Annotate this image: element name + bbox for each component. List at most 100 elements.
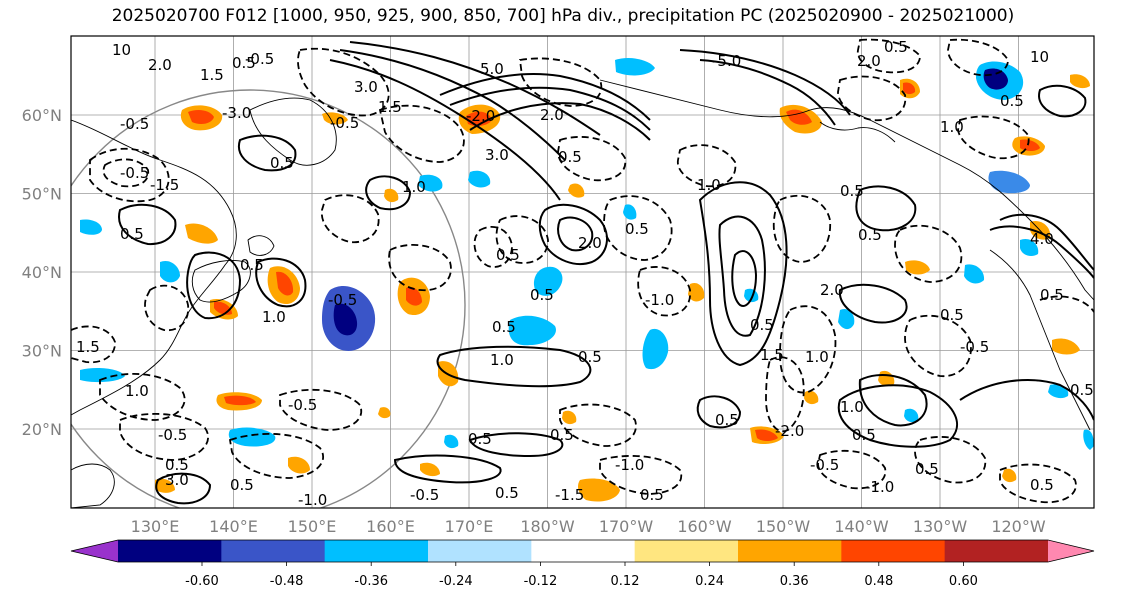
contour-label: 0.5 (530, 286, 554, 304)
colorbar-tick-label: -0.12 (524, 574, 558, 589)
contour-label: 0.5 (230, 476, 254, 494)
contour-label: 0.5 (270, 154, 294, 172)
colorbar-segment (841, 540, 946, 562)
contour-label: 0.5 (1000, 92, 1024, 110)
latitude-tick-label: 30°N (22, 342, 62, 361)
contour-label: 1.5 (200, 66, 224, 84)
contour-label: 0.5 (492, 318, 516, 336)
contour-label: -1.5 (150, 176, 179, 194)
contour-label: -2.0 (775, 422, 804, 440)
longitude-labels: 130°E 140°E 150°E 160°E 170°E 180°W 170°W 160°W… (131, 517, 1046, 536)
colorbar-tick-label: -0.60 (185, 574, 219, 589)
contour-label: 0.5 (840, 182, 864, 200)
contour-label: 1.0 (262, 308, 286, 326)
contour-label: -0.5 (810, 456, 839, 474)
latitude-labels: 60°N 50°N 40°N 30°N 20°N (22, 106, 62, 439)
contour-label: 0.5 (495, 484, 519, 502)
contour-label: 3.0 (165, 471, 189, 489)
colorbar-segment (738, 540, 842, 562)
colorbar-tick-label: -0.24 (439, 574, 473, 589)
longitude-tick-label: 160°W (677, 517, 732, 536)
colorbar-tick-label: -0.48 (270, 574, 304, 589)
contour-label: 3.0 (354, 78, 378, 96)
map-area: 10 -0.5 0.5 -1.5 -0.5 1.5 1.0 -0.5 0.5 3… (71, 36, 1094, 509)
contour-label: 0.5 (884, 38, 908, 56)
colorbar-tick-label: 0.36 (780, 574, 809, 589)
contour-label: 2.0 (820, 281, 844, 299)
contour-label: 1.0 (490, 351, 514, 369)
contour-label: -0.5 (410, 486, 439, 504)
latitude-tick-label: 20°N (22, 420, 62, 439)
contour-label: 1.0 (940, 118, 964, 136)
longitude-tick-label: 180°W (520, 517, 575, 536)
contour-label: 0.5 (120, 225, 144, 243)
divergence-contours (71, 38, 1094, 505)
longitude-tick-label: 160°E (366, 517, 415, 536)
contour-label: 0.5 (852, 426, 876, 444)
contour-label: 0.5 (715, 411, 739, 429)
contour-label: 0.5 (468, 430, 492, 448)
contour-label: 3.0 (485, 146, 509, 164)
contour-label: 2.0 (578, 234, 602, 252)
colorbar-tick-label: 0.48 (864, 574, 893, 589)
colorbar-tick-label: 0.60 (949, 574, 978, 589)
contour-label: 10 (1030, 48, 1049, 66)
contour-label: 2.0 (540, 106, 564, 124)
colorbar-segment (428, 540, 532, 562)
contour-label: 0.5 (496, 246, 520, 264)
contour-label: -0.5 (245, 50, 274, 68)
contour-label: 0.5 (858, 226, 882, 244)
contour-label: 10 (112, 41, 131, 59)
contour-label: 0.5 (1070, 381, 1094, 399)
colorbar-segment (531, 540, 636, 562)
contour-label: -0.5 (328, 291, 357, 309)
colorbar-tick-label: -0.36 (354, 574, 388, 589)
precipitation-shading (80, 57, 1094, 502)
longitude-tick-label: 170°E (445, 517, 494, 536)
contour-label: 0.5 (578, 348, 602, 366)
contour-label: 0.5 (1030, 476, 1054, 494)
longitude-tick-label: 130°W (913, 517, 968, 536)
contour-label: 0.5 (640, 486, 664, 504)
contour-label: 1.0 (840, 398, 864, 416)
colorbar-segment (118, 540, 222, 562)
colorbar-tick-label: 0.24 (695, 574, 724, 589)
contour-label: 0.5 (550, 426, 574, 444)
contour-label: 0.5 (240, 256, 264, 274)
contour-label: 1.0 (805, 348, 829, 366)
contour-label: -0.5 (330, 114, 359, 132)
contour-label: -0.5 (158, 426, 187, 444)
longitude-tick-label: 170°W (599, 517, 654, 536)
contour-label: -0.5 (288, 396, 317, 414)
contour-label: 0.5 (915, 460, 939, 478)
contour-label: -5.0 (712, 52, 741, 70)
colorbar-extend-low (71, 540, 118, 562)
contour-label: 0.5 (940, 306, 964, 324)
contour-label: -0.5 (960, 338, 989, 356)
colorbar-tick-label: 0.12 (611, 574, 640, 589)
longitude-tick-label: 140°E (209, 517, 258, 536)
map-title: 2025020700 F012 [1000, 950, 925, 900, 85… (111, 6, 1015, 26)
contour-label: 0.5 (165, 456, 189, 474)
longitude-tick-label: 130°E (131, 517, 180, 536)
longitude-tick-label: 120°W (991, 517, 1046, 536)
contour-label: -1.5 (555, 486, 584, 504)
contour-label: 5.0 (480, 60, 504, 78)
contour-label: -0.5 (120, 115, 149, 133)
contour-label: -2.0 (466, 107, 495, 125)
colorbar: -0.60 -0.48 -0.36 -0.24 -0.12 0.12 0.24 0.36 0.4… (70, 539, 1095, 589)
range-circle (71, 89, 466, 508)
contour-label: -1.0 (615, 456, 644, 474)
contour-label: -1.0 (298, 491, 327, 509)
contour-label: 0.5 (750, 316, 774, 334)
contour-label: 1.5 (76, 338, 100, 356)
contour-label: -1.0 (865, 478, 894, 496)
contour-label: 1.5 (760, 346, 784, 364)
longitude-tick-label: 140°W (834, 517, 889, 536)
contour-label: 0.5 (625, 220, 649, 238)
contour-label: 0.5 (1040, 286, 1064, 304)
contour-label: 0.5 (232, 54, 256, 72)
longitude-tick-label: 150°E (288, 517, 337, 536)
contour-label: 1.0 (125, 382, 149, 400)
colorbar-segment (634, 540, 739, 562)
